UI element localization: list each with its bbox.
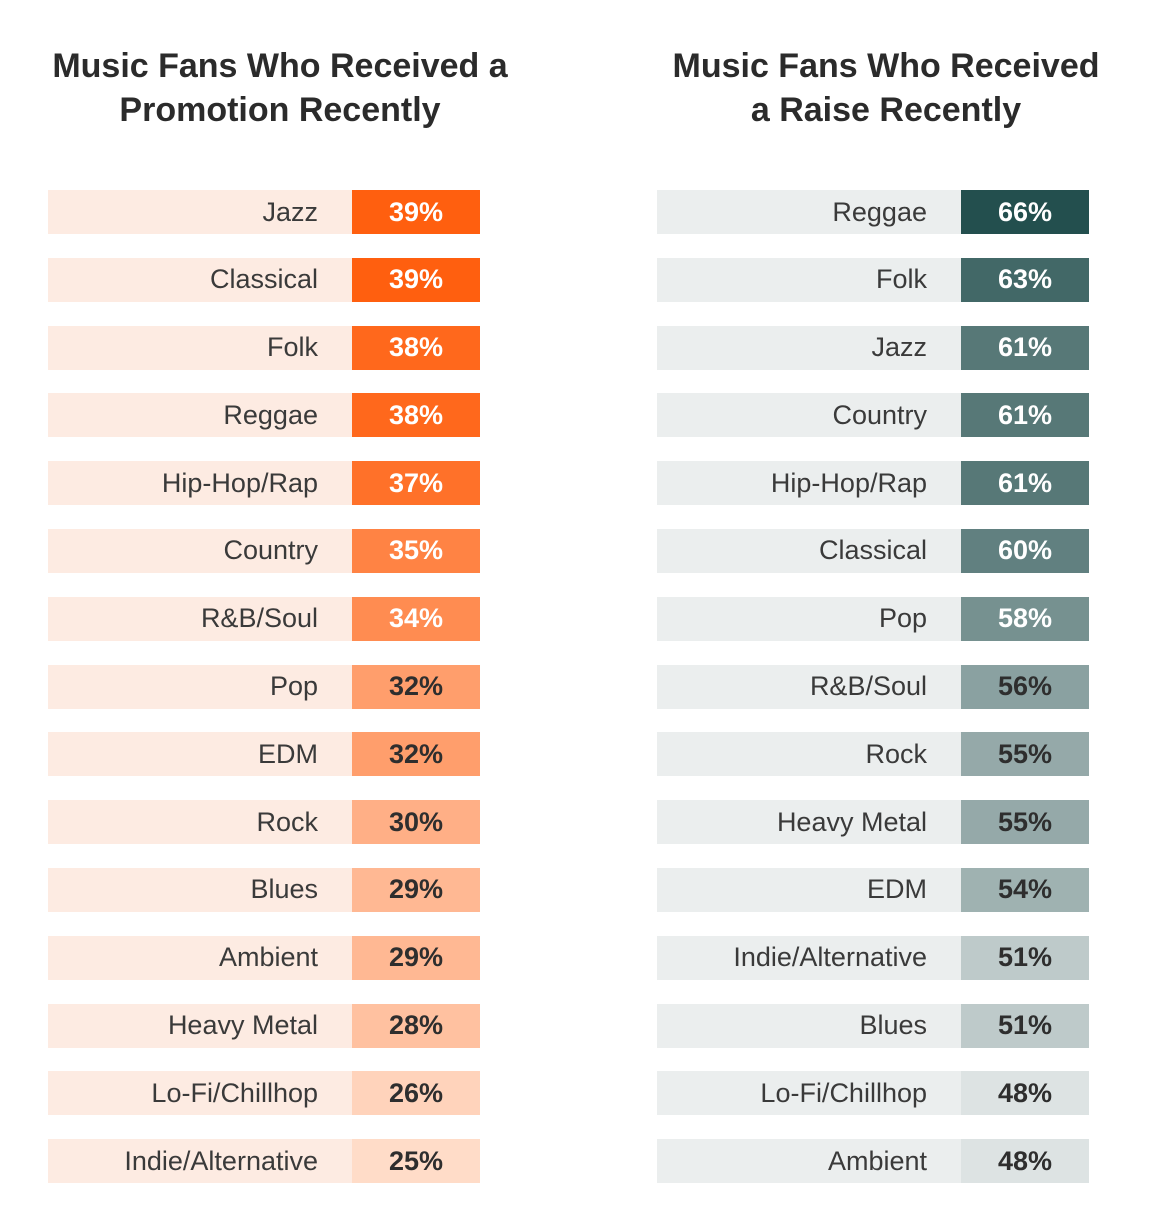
category-label: Heavy Metal: [657, 800, 961, 845]
category-label: Folk: [48, 325, 352, 370]
raise-table: Reggae 66% Folk 63% Jazz 61% Country 61% Hip-Hop…: [657, 190, 1089, 1207]
value-cell: 26%: [352, 1071, 480, 1116]
table-row: Folk 38%: [48, 325, 480, 370]
table-row: Reggae 38%: [48, 393, 480, 438]
category-label: R&B/Soul: [657, 664, 961, 709]
table-row: Jazz 39%: [48, 190, 480, 234]
category-label: Ambient: [48, 935, 352, 980]
category-label: Folk: [657, 257, 961, 302]
table-row: Pop 58%: [657, 596, 1089, 641]
category-label: Classical: [48, 257, 352, 302]
value-cell: 37%: [352, 461, 480, 506]
category-label: Reggae: [48, 393, 352, 438]
category-label: Lo-Fi/Chillhop: [48, 1071, 352, 1116]
value-cell: 48%: [961, 1071, 1089, 1116]
table-row: Indie/Alternative 51%: [657, 935, 1089, 980]
table-row: EDM 32%: [48, 732, 480, 777]
value-cell: 39%: [352, 190, 480, 234]
table-row: Hip-Hop/Rap 61%: [657, 461, 1089, 506]
table-row: Pop 32%: [48, 664, 480, 709]
value-cell: 34%: [352, 596, 480, 641]
value-cell: 55%: [961, 800, 1089, 845]
category-label: Pop: [657, 596, 961, 641]
table-row: Lo-Fi/Chillhop 26%: [48, 1071, 480, 1116]
title-line: Music Fans Who Received: [672, 47, 1100, 85]
table-row: Country 35%: [48, 528, 480, 573]
category-label: Indie/Alternative: [657, 935, 961, 980]
table-row: Classical 39%: [48, 257, 480, 302]
table-row: Classical 60%: [657, 528, 1089, 573]
table-row: R&B/Soul 34%: [48, 596, 480, 641]
value-cell: 61%: [961, 393, 1089, 438]
value-cell: 51%: [961, 1003, 1089, 1048]
table-row: Folk 63%: [657, 257, 1089, 302]
category-label: Jazz: [48, 190, 352, 234]
value-cell: 32%: [352, 732, 480, 777]
value-cell: 38%: [352, 393, 480, 438]
value-cell: 48%: [961, 1139, 1089, 1184]
category-label: EDM: [48, 732, 352, 777]
value-cell: 38%: [352, 325, 480, 370]
value-cell: 60%: [961, 528, 1089, 573]
promotion-table: Jazz 39% Classical 39% Folk 38% Reggae 38% Hip-H…: [48, 190, 480, 1207]
value-cell: 66%: [961, 190, 1089, 234]
category-label: Rock: [48, 800, 352, 845]
value-cell: 29%: [352, 935, 480, 980]
title-line: Music Fans Who Received a: [52, 47, 508, 85]
value-cell: 28%: [352, 1003, 480, 1048]
table-row: EDM 54%: [657, 867, 1089, 912]
category-label: Ambient: [657, 1139, 961, 1184]
category-label: R&B/Soul: [48, 596, 352, 641]
value-cell: 58%: [961, 596, 1089, 641]
value-cell: 39%: [352, 257, 480, 302]
table-row: Reggae 66%: [657, 190, 1089, 234]
table-row: R&B/Soul 56%: [657, 664, 1089, 709]
category-label: Blues: [48, 867, 352, 912]
table-row: Blues 51%: [657, 1003, 1089, 1048]
value-cell: 25%: [352, 1139, 480, 1184]
category-label: Reggae: [657, 190, 961, 234]
value-cell: 51%: [961, 935, 1089, 980]
value-cell: 35%: [352, 528, 480, 573]
category-label: Hip-Hop/Rap: [657, 461, 961, 506]
table-row: Rock 30%: [48, 800, 480, 845]
category-label: Rock: [657, 732, 961, 777]
value-cell: 32%: [352, 664, 480, 709]
table-row: Lo-Fi/Chillhop 48%: [657, 1071, 1089, 1116]
value-cell: 55%: [961, 732, 1089, 777]
category-label: Pop: [48, 664, 352, 709]
category-label: Lo-Fi/Chillhop: [657, 1071, 961, 1116]
title-line: Promotion Recently: [119, 91, 441, 129]
table-row: Country 61%: [657, 393, 1089, 438]
value-cell: 54%: [961, 867, 1089, 912]
category-label: Country: [48, 528, 352, 573]
promotion-chart-title: Music Fans Who Received a Promotion Rece…: [0, 44, 560, 132]
table-row: Ambient 48%: [657, 1139, 1089, 1184]
value-cell: 30%: [352, 800, 480, 845]
category-label: Blues: [657, 1003, 961, 1048]
table-row: Rock 55%: [657, 732, 1089, 777]
value-cell: 61%: [961, 461, 1089, 506]
value-cell: 61%: [961, 325, 1089, 370]
table-row: Jazz 61%: [657, 325, 1089, 370]
table-row: Hip-Hop/Rap 37%: [48, 461, 480, 506]
table-row: Blues 29%: [48, 867, 480, 912]
title-line: a Raise Recently: [750, 91, 1022, 129]
table-row: Indie/Alternative 25%: [48, 1139, 480, 1184]
table-row: Heavy Metal 55%: [657, 800, 1089, 845]
category-label: EDM: [657, 867, 961, 912]
category-label: Heavy Metal: [48, 1003, 352, 1048]
category-label: Jazz: [657, 325, 961, 370]
value-cell: 63%: [961, 257, 1089, 302]
category-label: Indie/Alternative: [48, 1139, 352, 1184]
table-row: Ambient 29%: [48, 935, 480, 980]
category-label: Hip-Hop/Rap: [48, 461, 352, 506]
raise-chart-title: Music Fans Who Received a Raise Recently: [606, 44, 1166, 132]
value-cell: 56%: [961, 664, 1089, 709]
table-row: Heavy Metal 28%: [48, 1003, 480, 1048]
category-label: Country: [657, 393, 961, 438]
value-cell: 29%: [352, 867, 480, 912]
category-label: Classical: [657, 528, 961, 573]
